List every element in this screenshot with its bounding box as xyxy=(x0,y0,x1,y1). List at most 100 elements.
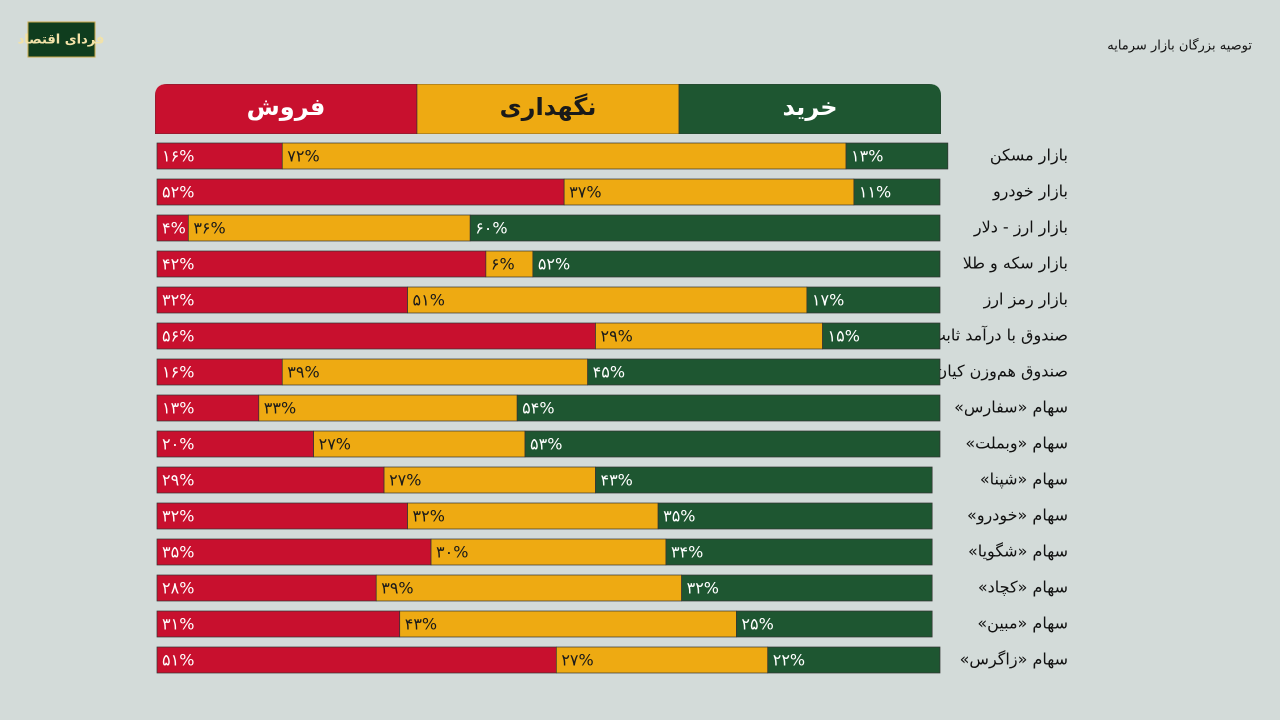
bar-segment xyxy=(156,502,408,530)
category-label: سهام «زاگرس» xyxy=(960,650,1068,670)
value-label: ۲۷% xyxy=(561,651,593,670)
value-label: ۵۴% xyxy=(522,399,554,418)
bar-segment xyxy=(532,250,941,278)
value-label: ۴۳% xyxy=(405,615,437,634)
bar-segment xyxy=(156,358,283,386)
bar-segment xyxy=(469,214,941,242)
bar-segment xyxy=(156,250,487,278)
bar-segment xyxy=(156,178,565,206)
value-label: ۴۳% xyxy=(600,471,632,490)
value-label: ۵۱% xyxy=(413,291,445,310)
bar-segment xyxy=(767,646,941,674)
bar-segment xyxy=(281,358,588,386)
category-label: سهام «وبملت» xyxy=(965,434,1068,454)
value-label: ۲۷% xyxy=(319,435,351,454)
bar-segment xyxy=(407,286,808,314)
value-label: ۲۹% xyxy=(600,327,632,346)
value-label: ۱۶% xyxy=(162,363,194,382)
bar-segment xyxy=(657,502,933,530)
bar-segment xyxy=(485,250,534,278)
value-label: ۳۹% xyxy=(287,363,319,382)
value-label: ۳۳% xyxy=(264,399,296,418)
bar-segment xyxy=(156,574,377,602)
value-label: ۴۲% xyxy=(162,255,194,274)
value-label: ۳۶% xyxy=(193,219,225,238)
value-label: ۳۲% xyxy=(687,579,719,598)
value-label: ۲۸% xyxy=(162,579,194,598)
value-label: ۱۶% xyxy=(162,147,194,166)
legend-label: نگهداری xyxy=(500,93,597,121)
value-label: ۵۲% xyxy=(162,183,194,202)
category-label: صندوق با درآمد ثابت xyxy=(931,326,1068,346)
bar-segment xyxy=(187,214,471,242)
value-label: ۴% xyxy=(162,219,186,238)
plot: بازار مسکن ۱۶% ۷۲% ۱۳% بازار خودرو ۵۲% ۳۷% ۱۱% ب… xyxy=(156,142,1068,674)
bar-segment xyxy=(736,610,933,638)
value-label: ۲۵% xyxy=(741,615,773,634)
category-label: بازار رمز ارز xyxy=(983,290,1068,310)
value-label: ۳۹% xyxy=(381,579,413,598)
bar-segment xyxy=(806,286,941,314)
value-label: ۱۵% xyxy=(828,327,860,346)
value-label: ۳۲% xyxy=(162,507,194,526)
category-label: بازار سکه و طلا xyxy=(963,254,1068,274)
bar-segment xyxy=(681,574,933,602)
bar-segment xyxy=(156,322,596,350)
logo: فردای اقتصاد xyxy=(18,33,105,48)
category-label: بازار ارز - دلار xyxy=(973,218,1068,238)
legend-label: فروش xyxy=(247,93,326,121)
bar-segment xyxy=(524,430,941,458)
value-label: ۴۵% xyxy=(593,363,625,382)
bar-segment xyxy=(313,430,526,458)
value-label: ۶۰% xyxy=(475,219,507,238)
chart-title: توصیه بزرگان بازار سرمایه xyxy=(1107,38,1252,54)
value-label: ۳۲% xyxy=(413,507,445,526)
bar-segment xyxy=(845,142,949,170)
value-label: ۳۴% xyxy=(671,543,703,562)
value-label: ۳۲% xyxy=(162,291,194,310)
bar-segment xyxy=(258,394,518,422)
value-label: ۲۷% xyxy=(389,471,421,490)
value-label: ۱۳% xyxy=(851,147,883,166)
bar-segment xyxy=(587,358,941,386)
value-label: ۳۵% xyxy=(162,543,194,562)
legend: فروش نگهداری خرید xyxy=(155,84,941,134)
bar-segment xyxy=(156,286,408,314)
bar-segment xyxy=(375,574,682,602)
value-label: ۵۶% xyxy=(162,327,194,346)
bar-segment xyxy=(595,466,933,494)
category-label: بازار مسکن xyxy=(990,146,1068,166)
bar-segment xyxy=(156,214,189,242)
category-label: سهام «مبین» xyxy=(977,614,1068,634)
bar-segment xyxy=(281,142,847,170)
category-label: سهام «سفارس» xyxy=(954,398,1068,418)
bar-segment xyxy=(555,646,769,674)
legend-swatch xyxy=(155,84,418,134)
value-label: ۱۷% xyxy=(812,291,844,310)
bar-segment xyxy=(156,646,557,674)
value-label: ۳۷% xyxy=(569,183,601,202)
value-label: ۱۳% xyxy=(162,399,194,418)
bar-segment xyxy=(563,178,855,206)
value-label: ۱۱% xyxy=(859,183,891,202)
value-label: ۵۳% xyxy=(530,435,562,454)
bar-segment xyxy=(853,178,941,206)
value-label: ۲۹% xyxy=(162,471,194,490)
value-label: ۵۱% xyxy=(162,651,194,670)
bar-segment xyxy=(665,538,933,566)
value-label: ۶% xyxy=(491,255,515,274)
legend-label: خرید xyxy=(782,93,837,121)
value-label: ۲۲% xyxy=(773,651,805,670)
logo-box xyxy=(27,21,96,58)
value-label: ۳۰% xyxy=(436,543,468,562)
value-label: ۲۰% xyxy=(162,435,194,454)
category-label: سهام «خودرو» xyxy=(967,506,1068,526)
bar-segment xyxy=(595,322,823,350)
category-label: صندوق هم‌وزن کیان xyxy=(936,362,1068,382)
bar-segment xyxy=(399,610,737,638)
bar-segment xyxy=(156,394,260,422)
bar-segment xyxy=(822,322,941,350)
bar-segment xyxy=(156,430,314,458)
value-label: ۵۲% xyxy=(538,255,570,274)
bar-segment xyxy=(407,502,659,530)
